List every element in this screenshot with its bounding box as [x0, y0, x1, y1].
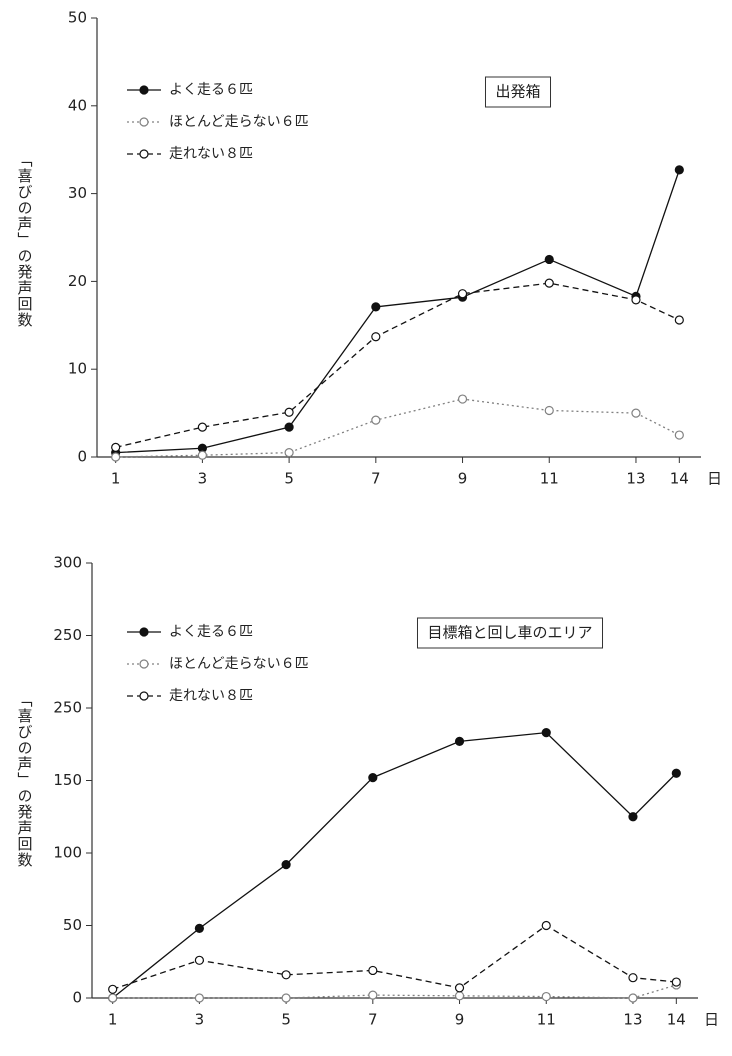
- data-point: [541, 991, 551, 1002]
- legend-label: よく走る６匹: [169, 624, 253, 640]
- data-point: [544, 278, 554, 288]
- data-point: [371, 302, 381, 312]
- legend-marker: [139, 149, 149, 159]
- data-point: [194, 993, 204, 1003]
- x-tick-label: 14: [670, 470, 689, 488]
- series-line: [115, 282, 680, 448]
- data-point: [628, 812, 638, 822]
- y-tick-label: 0: [77, 448, 87, 466]
- data-point: [674, 430, 684, 440]
- x-tick-label: 5: [281, 1011, 291, 1029]
- x-axis-label: 日: [704, 1011, 719, 1029]
- series-line: [112, 984, 677, 999]
- data-point: [631, 408, 641, 418]
- data-point: [371, 415, 381, 425]
- data-point: [671, 977, 681, 987]
- y-axis-label: 「喜びの声」の発声回数: [16, 692, 34, 868]
- legend-marker: [139, 691, 149, 701]
- data-point: [281, 970, 291, 980]
- x-tick-label: 3: [195, 1011, 205, 1029]
- data-point: [628, 993, 638, 1003]
- y-tick-label: 40: [68, 96, 87, 114]
- data-point: [674, 165, 684, 175]
- title-box: [484, 76, 552, 108]
- x-tick-label: 5: [284, 470, 294, 488]
- y-tick-label: 150: [53, 771, 82, 789]
- y-tick-label: 100: [53, 844, 82, 862]
- data-point: [674, 315, 684, 325]
- x-tick-label: 7: [371, 470, 381, 488]
- data-point: [281, 993, 291, 1003]
- legend-marker: [139, 659, 149, 669]
- y-tick-label: 0: [72, 989, 82, 1007]
- data-point: [284, 407, 294, 417]
- data-point: [111, 442, 121, 452]
- series-line: [112, 924, 677, 990]
- data-point: [284, 448, 294, 458]
- data-point: [671, 768, 681, 778]
- data-point: [457, 394, 468, 404]
- data-point: [284, 422, 294, 432]
- series-line: [115, 169, 680, 454]
- data-point: [457, 289, 468, 299]
- x-tick-label: 9: [458, 470, 468, 488]
- legend-marker: [139, 117, 149, 127]
- chart-title: 目標箱と回し車のエリア: [427, 624, 592, 642]
- x-axis-label: 日: [707, 470, 722, 488]
- data-point: [197, 450, 207, 460]
- x-tick-label: 13: [626, 470, 645, 488]
- data-point: [108, 984, 118, 994]
- legend-label: 走れない８匹: [169, 146, 253, 162]
- y-tick-label: 50: [68, 9, 87, 27]
- title-box: [416, 617, 604, 649]
- data-point: [631, 295, 641, 305]
- x-tick-label: 14: [667, 1011, 686, 1029]
- chart-title: 出発箱: [495, 83, 540, 101]
- legend-label: ほとんど走らない６匹: [169, 114, 309, 130]
- y-tick-label: 10: [68, 360, 87, 378]
- x-tick-label: 1: [111, 470, 121, 488]
- x-tick-label: 7: [368, 1011, 378, 1029]
- data-point: [454, 991, 465, 1001]
- x-tick-label: 9: [455, 1011, 465, 1029]
- data-point: [368, 990, 378, 1000]
- data-point: [541, 920, 551, 931]
- data-point: [194, 923, 204, 934]
- data-point: [544, 254, 554, 265]
- data-point: [371, 332, 381, 342]
- legend-label: ほとんど走らない６匹: [169, 656, 309, 672]
- data-point: [368, 965, 378, 976]
- legend-marker: [139, 627, 149, 637]
- y-tick-label: 50: [63, 916, 82, 934]
- data-point: [541, 728, 551, 738]
- data-point: [281, 859, 291, 870]
- legend-marker: [139, 85, 149, 95]
- series-line: [112, 731, 677, 999]
- data-point: [108, 993, 118, 1003]
- y-axis-label: 「喜びの声」の発声回数: [16, 152, 34, 328]
- x-tick-label: 11: [540, 470, 559, 488]
- series-line: [115, 398, 680, 458]
- x-tick-label: 1: [108, 1011, 118, 1029]
- x-tick-label: 11: [537, 1011, 556, 1029]
- data-point: [454, 983, 465, 993]
- x-tick-label: 3: [198, 470, 208, 488]
- data-point: [194, 955, 204, 965]
- data-point: [544, 405, 554, 416]
- data-point: [197, 422, 207, 432]
- data-point: [111, 452, 121, 462]
- y-tick-label: 20: [68, 272, 87, 290]
- y-tick-label: 300: [53, 554, 82, 572]
- data-point: [368, 772, 378, 783]
- legend-label: よく走る６匹: [169, 82, 253, 98]
- data-point: [454, 736, 465, 746]
- x-tick-label: 13: [623, 1011, 642, 1029]
- y-tick-label: 250: [53, 626, 82, 644]
- legend-label: 走れない８匹: [169, 688, 253, 704]
- y-tick-label: 250: [53, 699, 82, 717]
- data-point: [628, 973, 638, 983]
- y-tick-label: 30: [68, 184, 87, 202]
